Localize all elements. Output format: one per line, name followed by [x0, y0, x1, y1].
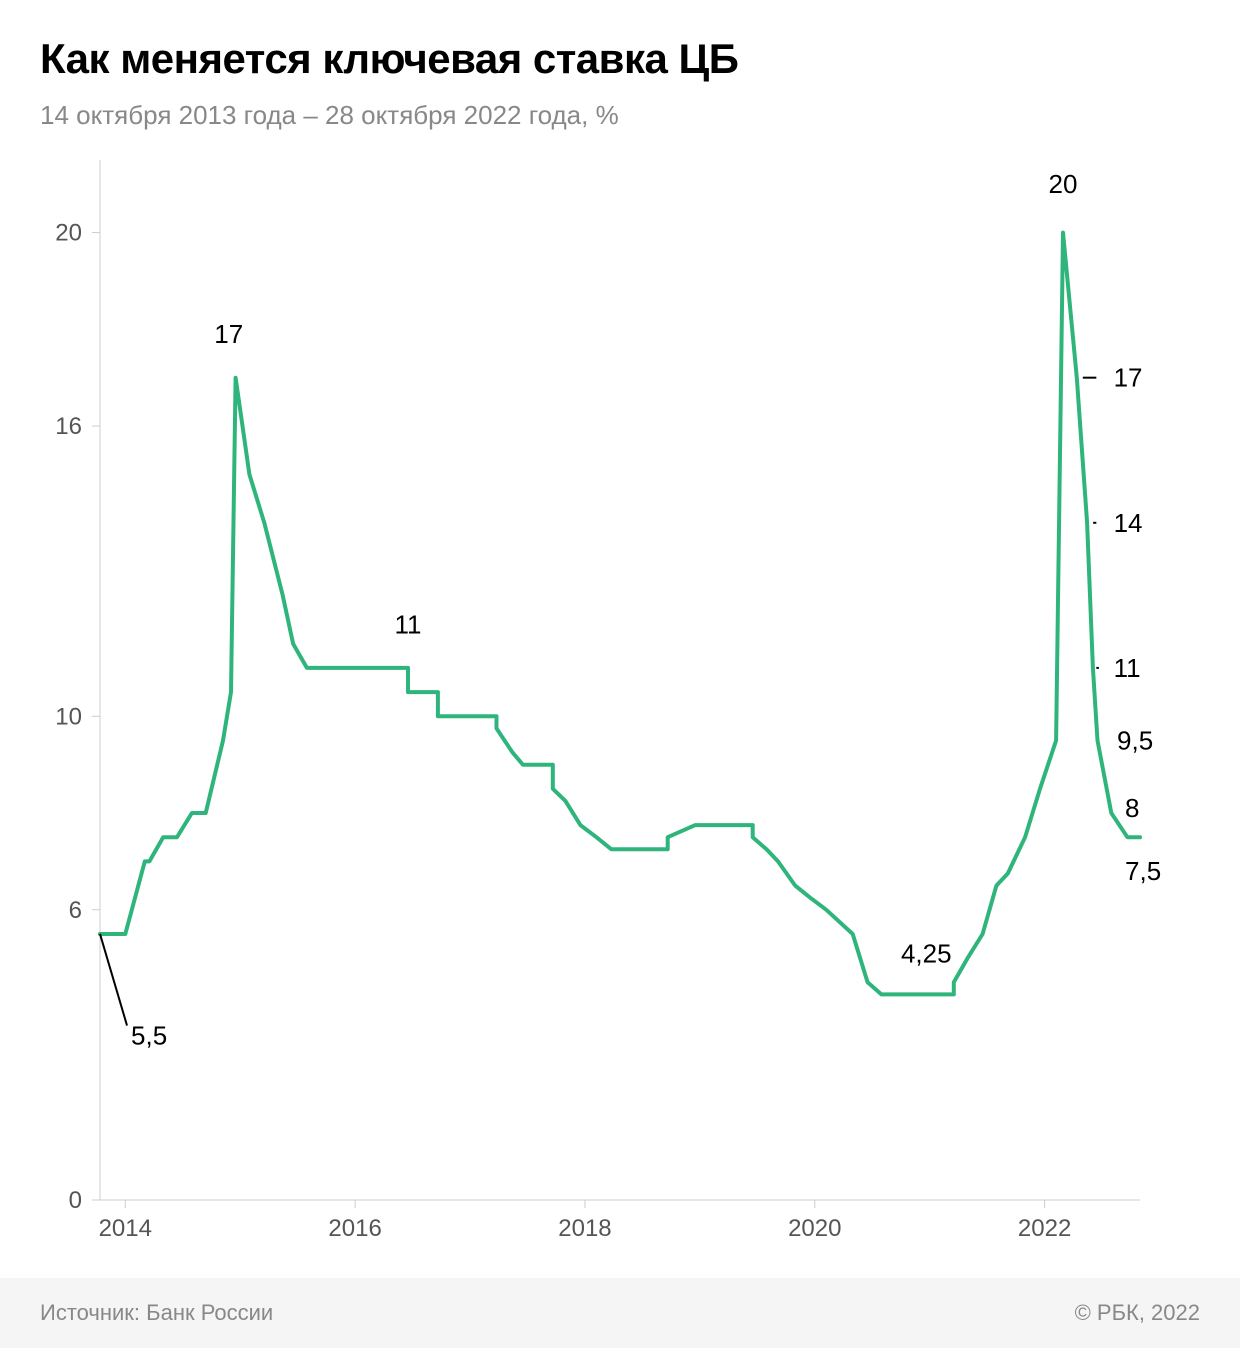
svg-text:17: 17 — [214, 319, 243, 349]
svg-text:10: 10 — [55, 703, 82, 730]
source-label: Источник: Банк России — [40, 1300, 273, 1326]
svg-text:8: 8 — [1125, 793, 1139, 823]
chart-container: Как меняется ключевая ставка ЦБ 14 октяб… — [0, 0, 1240, 1348]
svg-text:11: 11 — [394, 609, 421, 639]
svg-text:0: 0 — [69, 1187, 82, 1214]
svg-text:9,5: 9,5 — [1117, 725, 1153, 755]
svg-text:7,5: 7,5 — [1125, 856, 1161, 886]
svg-text:11: 11 — [1114, 653, 1141, 683]
svg-text:20: 20 — [1049, 169, 1078, 199]
svg-text:4,25: 4,25 — [901, 938, 952, 968]
svg-text:2020: 2020 — [788, 1215, 841, 1242]
svg-text:20: 20 — [55, 220, 82, 247]
svg-text:16: 16 — [55, 413, 82, 440]
svg-text:14: 14 — [1114, 508, 1143, 538]
credit-label: © РБК, 2022 — [1075, 1300, 1200, 1326]
svg-text:17: 17 — [1114, 363, 1143, 393]
svg-text:2018: 2018 — [558, 1215, 611, 1242]
svg-text:2014: 2014 — [99, 1215, 152, 1242]
svg-text:6: 6 — [69, 897, 82, 924]
line-chart: 06101620201420162018202020225,517114,252… — [0, 0, 1240, 1278]
chart-footer: Источник: Банк России © РБК, 2022 — [0, 1278, 1240, 1348]
svg-text:2016: 2016 — [328, 1215, 381, 1242]
svg-text:5,5: 5,5 — [131, 1021, 167, 1051]
svg-text:2022: 2022 — [1018, 1215, 1071, 1242]
